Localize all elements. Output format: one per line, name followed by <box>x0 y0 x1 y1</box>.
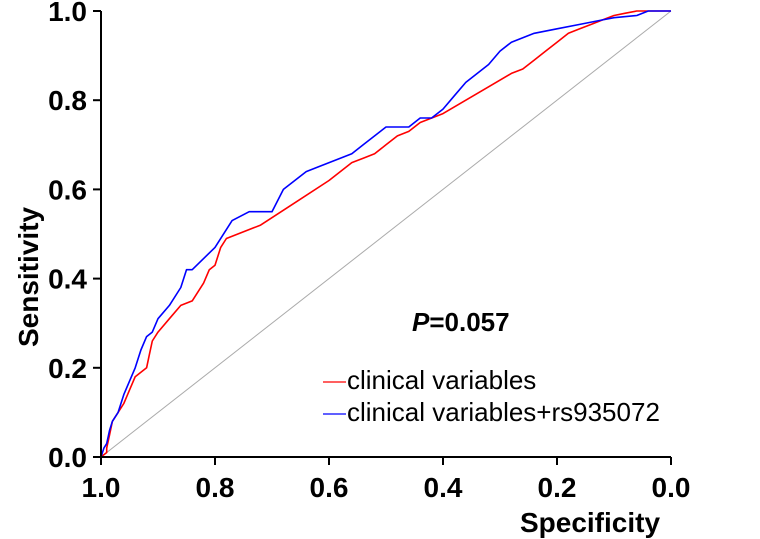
series-line-2 <box>100 10 671 458</box>
y-tick-label: 0.8 <box>48 85 87 116</box>
plot-area <box>100 10 672 458</box>
y-tick-label: 1.0 <box>48 0 87 27</box>
p-value-number: =0.057 <box>429 307 509 337</box>
x-tick-label: 0.0 <box>652 472 691 503</box>
series-layer <box>100 10 671 458</box>
y-tick-label: 0.2 <box>48 353 87 384</box>
axes: 0.0 0.2 0.4 0.6 0.8 1.0 1.0 0.8 0.6 0.4 0.2 0.0 <box>48 0 690 503</box>
x-tick-label: 0.2 <box>538 472 577 503</box>
legend-label-2: clinical variables+rs935072 <box>347 397 660 427</box>
y-axis-title: Sensitivity <box>13 207 44 347</box>
x-ticks: 1.0 0.8 0.6 0.4 0.2 0.0 <box>82 457 691 503</box>
x-tick-label: 0.4 <box>424 472 463 503</box>
x-axis-title: Specificity <box>520 507 660 538</box>
legend-label-1: clinical variables <box>347 365 536 395</box>
y-tick-label: 0.6 <box>48 174 87 205</box>
reference-diagonal-line <box>100 10 672 458</box>
y-tick-label: 0.4 <box>48 264 87 295</box>
p-value-annotation: P=0.057 <box>412 307 510 337</box>
x-tick-label: 1.0 <box>82 472 121 503</box>
x-tick-label: 0.8 <box>196 472 235 503</box>
p-value-letter: P <box>412 307 430 337</box>
y-tick-label: 0.0 <box>48 442 87 473</box>
series-line-1 <box>100 10 671 458</box>
x-tick-label: 0.6 <box>310 472 349 503</box>
y-ticks: 0.0 0.2 0.4 0.6 0.8 1.0 <box>48 0 101 473</box>
